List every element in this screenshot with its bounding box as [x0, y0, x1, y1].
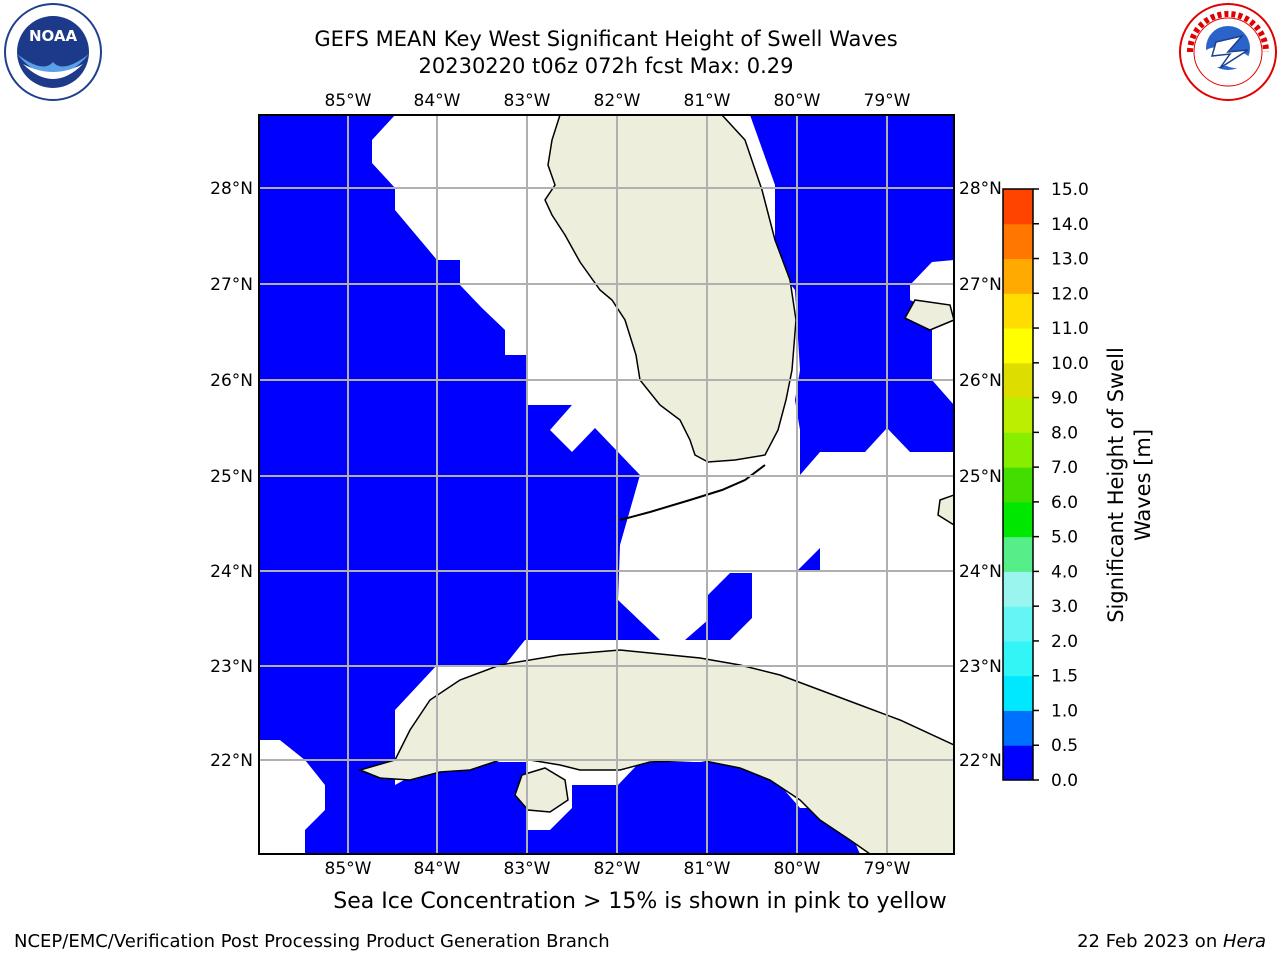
- colorbar-tick-label: 13.0: [1051, 250, 1089, 270]
- lon-label-bottom: 84°W: [414, 859, 461, 879]
- isla-juventud-land: [514, 767, 569, 813]
- map-subtitle: 20230220 t06z 072h fcst Max: 0.29: [418, 54, 794, 78]
- colorbar-segment: [1003, 675, 1033, 711]
- colorbar-tick-label: 8.0: [1051, 423, 1078, 443]
- swell-field-south: [305, 760, 860, 854]
- colorbar-tick-label: 7.0: [1051, 458, 1078, 478]
- colorbar-tick-label: 2.0: [1051, 632, 1078, 652]
- lon-labels-bottom: 85°W 84°W 83°W 82°W 81°W 80°W 79°W: [325, 859, 911, 879]
- colorbar-tick-label: 9.0: [1051, 389, 1078, 409]
- colorbar-segment: [1003, 258, 1033, 294]
- lat-label-right: 24°N: [959, 562, 1002, 582]
- swell-field-gulf-west: [259, 115, 305, 188]
- footer-date: 22 Feb 2023 on Hera: [1077, 931, 1266, 952]
- colorbar-segment: [1003, 571, 1033, 607]
- lon-label-top: 82°W: [594, 91, 641, 111]
- colorbar-segment: [1003, 189, 1033, 225]
- lat-label-right: 27°N: [959, 275, 1002, 295]
- lat-labels-left: 28°N 27°N 26°N 25°N 24°N 23°N 22°N: [210, 179, 253, 771]
- footer-date-text: 22 Feb 2023 on: [1077, 931, 1223, 952]
- lon-label-top: 81°W: [684, 91, 731, 111]
- noaa-logo-text: NOAA: [29, 27, 78, 45]
- lat-labels-right: 28°N 27°N 26°N 25°N 24°N 23°N 22°N: [959, 179, 1002, 771]
- colorbar-label-line1: Significant Height of Swell: [1104, 347, 1128, 623]
- colorbar-tick-label: 0.0: [1051, 771, 1078, 791]
- lat-label-left: 23°N: [210, 657, 253, 677]
- colorbar-tick-label: 1.0: [1051, 701, 1078, 721]
- swell-field-straits: [685, 573, 752, 640]
- lat-label-left: 27°N: [210, 275, 253, 295]
- colorbar-segment: [1003, 467, 1033, 503]
- lon-label-top: 83°W: [504, 91, 551, 111]
- colorbar-tick-label: 12.0: [1051, 284, 1089, 304]
- lon-label-top: 85°W: [325, 91, 372, 111]
- colorbar-frame: [1002, 188, 1034, 781]
- lat-label-left: 25°N: [210, 467, 253, 487]
- colorbar-segment: [1003, 397, 1033, 433]
- lon-label-bottom: 80°W: [774, 859, 821, 879]
- lat-label-right: 22°N: [959, 751, 1002, 771]
- colorbar-segment: [1003, 432, 1033, 468]
- gridlines: [259, 115, 954, 854]
- lon-labels-top: 85°W 84°W 83°W 82°W 81°W 80°W 79°W: [325, 91, 911, 111]
- colorbar-tick-label: 14.0: [1051, 215, 1089, 235]
- colorbar-segment: [1003, 710, 1033, 746]
- colorbar: [1002, 188, 1034, 781]
- lat-label-left: 24°N: [210, 562, 253, 582]
- colorbar-segment: [1003, 223, 1033, 260]
- map-title: GEFS MEAN Key West Significant Height of…: [314, 27, 898, 51]
- colorbar-tick-label: 4.0: [1051, 562, 1078, 582]
- lon-label-top: 79°W: [864, 91, 911, 111]
- colorbar-tick-label: 1.5: [1051, 667, 1078, 687]
- lat-label-left: 28°N: [210, 179, 253, 199]
- lat-label-left: 22°N: [210, 751, 253, 771]
- map-frame: [258, 114, 955, 855]
- lat-label-right: 28°N: [959, 179, 1002, 199]
- colorbar-segment: [1003, 328, 1033, 364]
- lon-label-bottom: 82°W: [594, 859, 641, 879]
- colorbar-tick-label: 10.0: [1051, 354, 1089, 374]
- map-area: [259, 115, 954, 854]
- swell-field-gulf-fill: [305, 200, 395, 760]
- lat-label-left: 26°N: [210, 371, 253, 391]
- colorbar-label-line2: Waves [m]: [1131, 429, 1155, 541]
- bahamas-land-south: [937, 494, 954, 526]
- lon-label-bottom: 79°W: [864, 859, 911, 879]
- lat-label-right: 26°N: [959, 371, 1002, 391]
- colorbar-tick-label: 3.0: [1051, 597, 1078, 617]
- footer-credit: NCEP/EMC/Verification Post Processing Pr…: [14, 931, 610, 952]
- colorbar-segment: [1003, 362, 1033, 399]
- lon-label-bottom: 81°W: [684, 859, 731, 879]
- nws-logo: [1179, 3, 1277, 101]
- colorbar-tick-label: 15.0: [1051, 180, 1089, 200]
- sea-ice-note: Sea Ice Concentration > 15% is shown in …: [333, 889, 947, 914]
- footer-host: Hera: [1222, 931, 1266, 952]
- colorbar-segment: [1003, 640, 1033, 677]
- swell-field-gulf-body: [259, 188, 395, 760]
- lon-label-bottom: 85°W: [325, 859, 372, 879]
- lon-label-top: 80°W: [774, 91, 821, 111]
- colorbar-segment: [1003, 501, 1033, 538]
- florida-land: [544, 115, 797, 463]
- colorbar-tick-label: 11.0: [1051, 319, 1089, 339]
- colorbar-segment: [1003, 536, 1033, 572]
- colorbar-tick-label: 0.5: [1051, 736, 1078, 756]
- swell-field-atlantic-small: [798, 548, 820, 572]
- colorbar-tick-label: 5.0: [1051, 528, 1078, 548]
- colorbar-tick-label: 6.0: [1051, 493, 1078, 513]
- lon-label-top: 84°W: [414, 91, 461, 111]
- swell-field-atlantic: [750, 115, 954, 475]
- colorbar-ticks: 0.0 0.5 1.0 1.5 2.0 3.0 4.0 5.0 6.0 7.0 8.0 9.0 10.0…: [1033, 180, 1089, 791]
- noaa-logo: NOAA: [4, 3, 102, 101]
- bahamas-land: [903, 299, 954, 331]
- colorbar-segment: [1003, 745, 1033, 781]
- lat-label-right: 25°N: [959, 467, 1002, 487]
- colorbar-segment: [1003, 606, 1033, 642]
- colorbar-segment: [1003, 293, 1033, 329]
- lat-label-right: 23°N: [959, 657, 1002, 677]
- lon-label-bottom: 83°W: [504, 859, 551, 879]
